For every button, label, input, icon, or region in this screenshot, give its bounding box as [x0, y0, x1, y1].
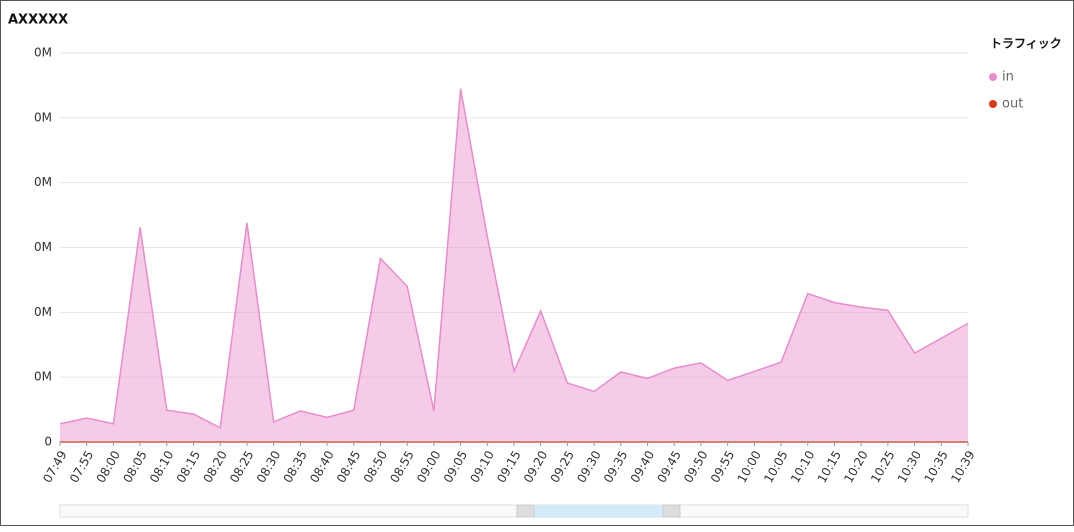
legend-label: in	[1002, 70, 1014, 85]
chart-title: AXXXXX	[8, 13, 68, 28]
slider-track	[59, 504, 969, 518]
slider-window[interactable]	[526, 505, 671, 517]
legend-swatch	[989, 100, 997, 108]
y-tick-label: 0M	[34, 370, 52, 384]
y-tick-label: 0M	[34, 240, 52, 254]
y-tick-label: 0M	[34, 305, 52, 319]
y-tick-label: 0	[44, 435, 52, 449]
legend-title: トラフィック	[990, 37, 1062, 51]
slider-handle[interactable]	[516, 504, 535, 518]
y-tick-label: 0M	[34, 46, 52, 60]
zoom-slider[interactable]	[59, 504, 969, 518]
legend-swatch	[989, 73, 997, 81]
legend-item[interactable]: in	[989, 70, 1014, 85]
legend-item[interactable]: out	[989, 97, 1023, 112]
slider-handle[interactable]	[662, 504, 681, 518]
line	[59, 88, 969, 429]
y-tick-label: 0M	[34, 175, 52, 189]
y-tick-label: 0M	[34, 110, 52, 124]
legend-label: out	[1002, 97, 1023, 112]
